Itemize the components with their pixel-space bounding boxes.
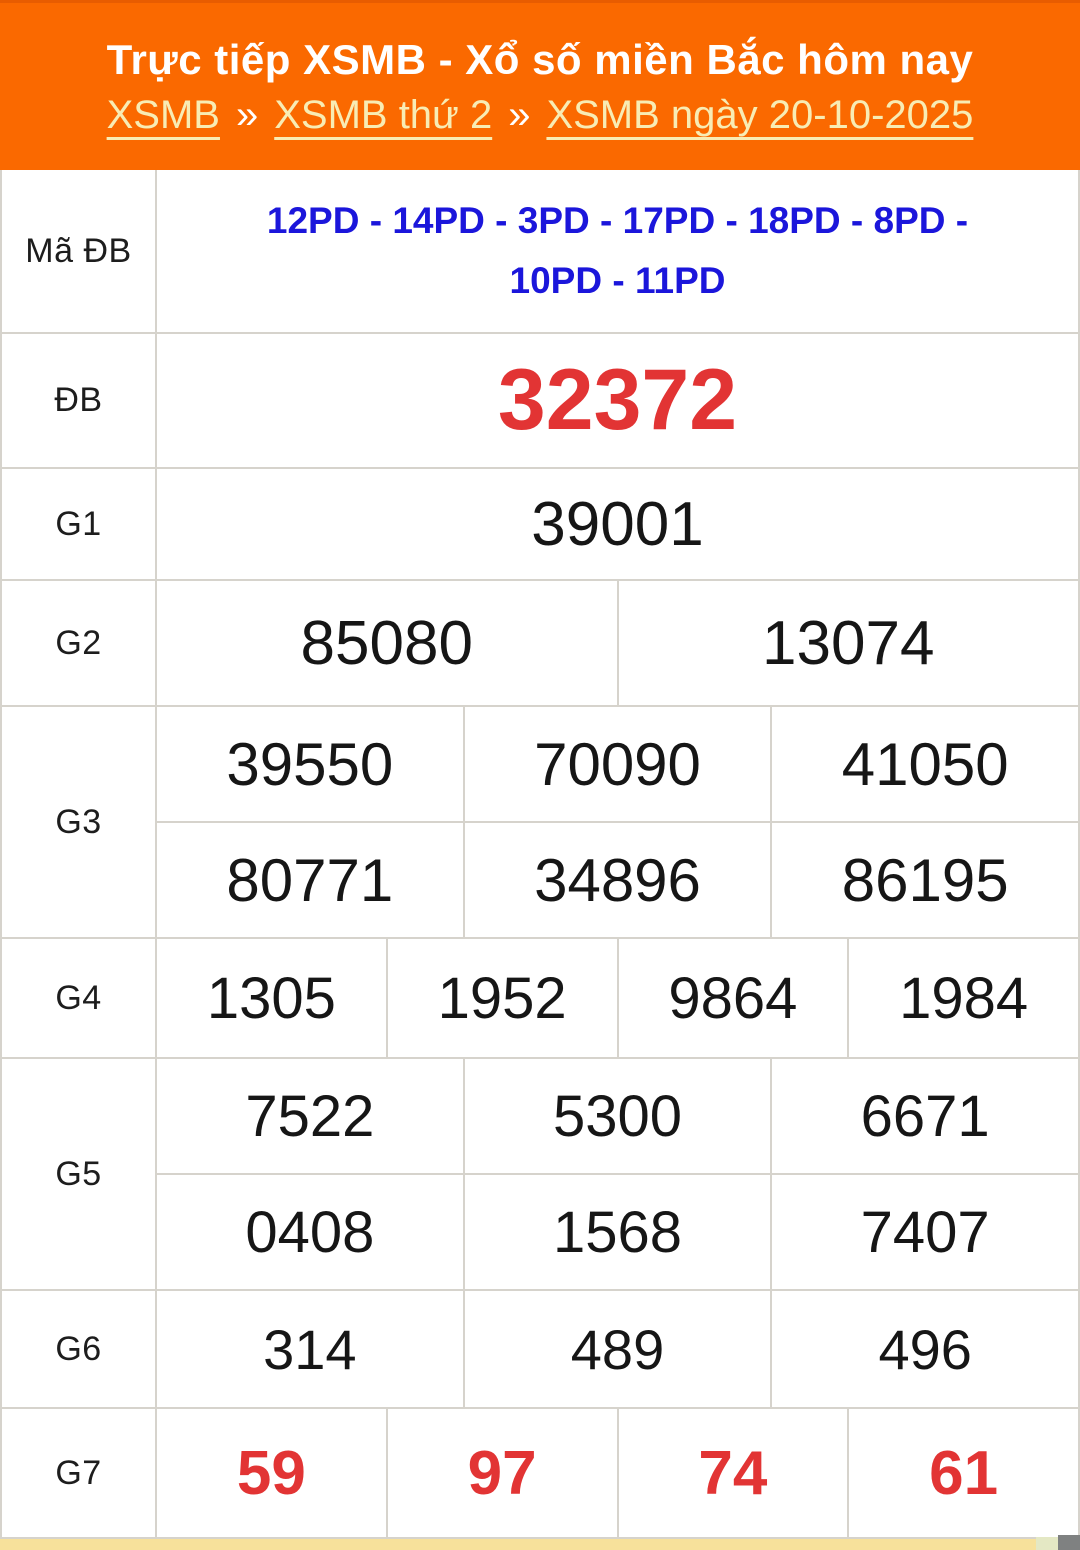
bottom-strip bbox=[0, 1535, 1080, 1550]
g5-line-2: 0408 1568 7407 bbox=[157, 1173, 1078, 1289]
prize-number: 34896 bbox=[462, 823, 771, 937]
prize-number: 1568 bbox=[462, 1175, 771, 1289]
prize-number: 489 bbox=[462, 1291, 771, 1407]
prize-number: 1952 bbox=[385, 939, 617, 1057]
row-g5: G5 7522 5300 6671 0408 1568 7407 bbox=[2, 1057, 1078, 1289]
corner-gray-square bbox=[1058, 1535, 1080, 1550]
breadcrumb-link-xsmb-ngay[interactable]: XSMB ngày 20-10-2025 bbox=[546, 92, 974, 137]
prize-label-g2: G2 bbox=[2, 581, 157, 705]
prize-number: 86195 bbox=[770, 823, 1078, 937]
prize-number: 7522 bbox=[245, 1083, 375, 1149]
prize-number: 496 bbox=[770, 1291, 1078, 1407]
breadcrumb-separator: » bbox=[235, 92, 259, 137]
page-header: Trực tiếp XSMB - Xổ số miền Bắc hôm nay … bbox=[0, 0, 1080, 170]
row-ma-db: Mã ĐB 12PD - 14PD - 3PD - 17PD - 18PD - … bbox=[2, 170, 1078, 332]
prize-number: 39001 bbox=[531, 489, 704, 559]
row-g3: G3 39550 70090 41050 80771 34896 86195 bbox=[2, 705, 1078, 937]
g5-line-1: 7522 5300 6671 bbox=[157, 1059, 1078, 1173]
prize-number: 7407 bbox=[770, 1175, 1078, 1289]
ma-db-codes: 12PD - 14PD - 3PD - 17PD - 18PD - 8PD - … bbox=[266, 200, 969, 301]
prize-label-g6: G6 bbox=[2, 1291, 157, 1407]
breadcrumb-link-xsmb[interactable]: XSMB bbox=[106, 92, 220, 137]
prize-number: 61 bbox=[847, 1409, 1078, 1537]
prize-label-g3: G3 bbox=[2, 707, 157, 937]
strip-green-segment bbox=[1036, 1537, 1058, 1550]
prize-number: 1305 bbox=[206, 965, 336, 1031]
special-prize-number: 32372 bbox=[497, 352, 738, 448]
breadcrumb: XSMB » XSMB thứ 2 » XSMB ngày 20-10-2025 bbox=[107, 95, 974, 135]
prize-label-g4: G4 bbox=[2, 939, 157, 1057]
prize-label-g5: G5 bbox=[2, 1059, 157, 1289]
row-g4: G4 1305 1952 9864 1984 bbox=[2, 937, 1078, 1057]
prize-number: 80771 bbox=[226, 846, 394, 914]
prize-label-db: ĐB bbox=[2, 334, 157, 467]
page-title: Trực tiếp XSMB - Xổ số miền Bắc hôm nay bbox=[106, 35, 974, 83]
row-g6: G6 314 489 496 bbox=[2, 1289, 1078, 1407]
prize-number: 314 bbox=[263, 1317, 357, 1381]
breadcrumb-link-xsmb-thu-2[interactable]: XSMB thứ 2 bbox=[274, 92, 493, 137]
row-g7: G7 59 97 74 61 bbox=[2, 1407, 1078, 1537]
row-db: ĐB 32372 bbox=[2, 332, 1078, 467]
row-g1: G1 39001 bbox=[2, 467, 1078, 579]
prize-number: 97 bbox=[385, 1409, 617, 1537]
prize-number: 70090 bbox=[462, 707, 771, 821]
prize-number: 74 bbox=[616, 1409, 848, 1537]
prize-label-g1: G1 bbox=[2, 469, 157, 579]
prize-number: 41050 bbox=[770, 707, 1078, 821]
prize-number: 0408 bbox=[245, 1199, 375, 1265]
prize-number: 13074 bbox=[616, 581, 1079, 705]
prize-label-g7: G7 bbox=[2, 1409, 157, 1537]
prize-number: 59 bbox=[236, 1438, 306, 1508]
results-table: Mã ĐB 12PD - 14PD - 3PD - 17PD - 18PD - … bbox=[0, 170, 1080, 1539]
prize-number: 39550 bbox=[226, 730, 394, 798]
prize-number: 5300 bbox=[462, 1059, 771, 1173]
row-g2: G2 85080 13074 bbox=[2, 579, 1078, 705]
g3-line-1: 39550 70090 41050 bbox=[157, 707, 1078, 821]
g3-line-2: 80771 34896 86195 bbox=[157, 821, 1078, 937]
prize-label-ma-db: Mã ĐB bbox=[2, 170, 157, 332]
breadcrumb-separator: » bbox=[508, 92, 531, 137]
prize-number: 85080 bbox=[300, 608, 473, 678]
prize-number: 1984 bbox=[847, 939, 1078, 1057]
prize-number: 6671 bbox=[770, 1059, 1078, 1173]
prize-number: 9864 bbox=[616, 939, 848, 1057]
